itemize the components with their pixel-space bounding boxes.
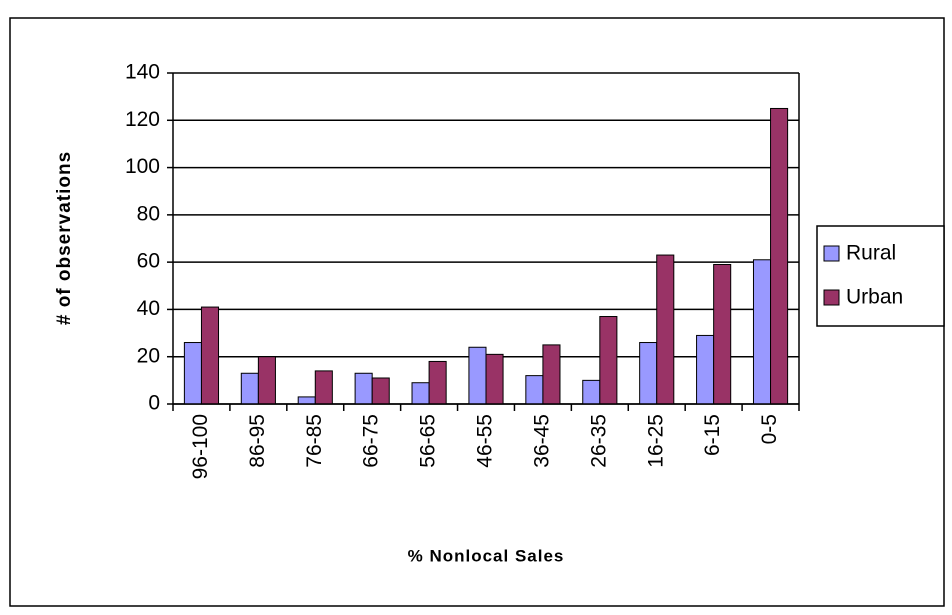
chart-border <box>9 17 945 607</box>
x-tick-label: 0-5 <box>758 414 781 444</box>
x-tick-label: 16-25 <box>644 414 667 468</box>
x-tick-label: 26-35 <box>587 414 610 468</box>
bar <box>314 370 333 405</box>
x-tick-label: 86-95 <box>246 414 269 468</box>
x-axis-title: % Nonlocal Sales <box>408 546 565 565</box>
legend-label: Urban <box>846 286 903 309</box>
bar <box>240 372 259 405</box>
bar <box>257 356 276 405</box>
y-tick-label: 80 <box>137 202 160 225</box>
y-tick-label: 140 <box>125 61 160 84</box>
x-tick-label: 46-55 <box>474 414 497 468</box>
bar <box>770 107 789 405</box>
bar <box>639 342 658 405</box>
y-tick-label: 100 <box>125 155 160 178</box>
legend-box <box>816 225 945 327</box>
bar <box>297 396 316 405</box>
bar <box>696 334 715 405</box>
legend-swatch <box>823 245 840 262</box>
bar <box>656 254 675 405</box>
y-tick-label: 20 <box>137 344 160 367</box>
x-tick-label: 66-75 <box>360 414 383 468</box>
bar <box>468 346 487 405</box>
bar <box>200 306 220 405</box>
bar <box>354 372 373 405</box>
y-tick-label: 120 <box>125 108 160 131</box>
bar <box>485 353 504 405</box>
bar <box>411 382 430 405</box>
x-tick-label: 6-15 <box>701 414 724 456</box>
x-tick-label: 96-100 <box>189 414 212 479</box>
bar <box>752 259 772 405</box>
bar <box>525 375 544 405</box>
bar <box>582 379 601 405</box>
x-tick-label: 76-85 <box>303 414 326 468</box>
y-tick-label: 60 <box>137 250 160 273</box>
x-tick-label: 36-45 <box>530 414 553 468</box>
bar <box>428 360 447 405</box>
legend-label: Rural <box>846 242 896 265</box>
x-tick-label: 56-65 <box>417 414 440 468</box>
bar <box>599 316 618 405</box>
y-tick-label: 0 <box>148 392 160 415</box>
bar <box>183 342 202 405</box>
y-axis-title: # of observations <box>54 151 75 325</box>
y-tick-label: 40 <box>137 297 160 320</box>
bar <box>713 264 732 405</box>
bar <box>371 377 390 405</box>
bar <box>542 344 561 405</box>
legend-swatch <box>823 289 840 306</box>
